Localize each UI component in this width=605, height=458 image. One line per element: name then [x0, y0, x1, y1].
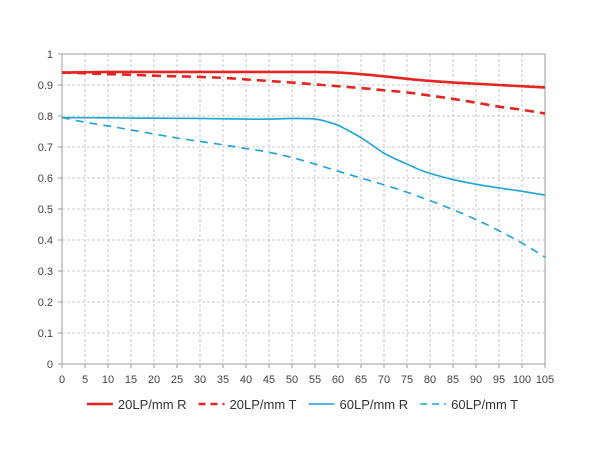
y-tick-label: 0.1 — [38, 328, 53, 340]
x-tick-label: 5 — [82, 374, 88, 386]
x-tick-label: 15 — [125, 374, 137, 386]
y-tick-label: 0.3 — [38, 266, 53, 278]
x-tick-label: 50 — [286, 374, 298, 386]
y-tick-label: 1 — [47, 49, 53, 61]
tick-labels: 0 5 10 15 20 25 30 35 40 45 50 55 60 65 70 75 80 85 90 95 10… — [38, 49, 554, 386]
x-tick-label: 60 — [332, 374, 344, 386]
y-tick-label: 0.7 — [38, 142, 53, 154]
axis-layer — [58, 53, 546, 368]
grid-layer — [62, 54, 545, 364]
x-tick-label: 80 — [424, 374, 436, 386]
series-line-20lp-mm-t — [61, 71, 546, 115]
x-tick-label: 95 — [493, 374, 505, 386]
x-tick-label: 90 — [470, 374, 482, 386]
series-line-60lp-mm-t — [61, 116, 546, 258]
x-tick-label: 35 — [217, 374, 229, 386]
x-tick-label: 100 — [513, 374, 531, 386]
x-tick-label: 75 — [401, 374, 413, 386]
series-line-20lp-mm-r — [61, 70, 546, 89]
legend-label-20lp-mm-t: 20LP/mm T — [230, 397, 297, 412]
legend-label-60lp-mm-r: 60LP/mm R — [340, 397, 409, 412]
series-layer — [61, 70, 546, 258]
x-tick-label: 40 — [240, 374, 252, 386]
x-tick-label: 30 — [194, 374, 206, 386]
x-tick-label: 20 — [148, 374, 160, 386]
x-tick-label: 45 — [263, 374, 275, 386]
x-tick-label: 0 — [59, 374, 65, 386]
y-tick-label: 0.8 — [38, 111, 53, 123]
series-line-60lp-mm-r — [61, 116, 546, 196]
x-tick-label: 55 — [309, 374, 321, 386]
x-tick-label: 25 — [171, 374, 183, 386]
x-tick-label: 85 — [447, 374, 459, 386]
y-tick-label: 0.5 — [38, 204, 53, 216]
legend-label-60lp-mm-t: 60LP/mm T — [451, 397, 518, 412]
y-tick-label: 0.6 — [38, 173, 53, 185]
x-tick-label: 65 — [355, 374, 367, 386]
x-tick-label: 70 — [378, 374, 390, 386]
y-tick-label: 0 — [47, 359, 53, 371]
y-tick-label: 0.4 — [38, 235, 53, 247]
x-tick-label: 105 — [536, 374, 554, 386]
y-tick-label: 0.2 — [38, 297, 53, 309]
legend: 20LP/mm R 20LP/mm T 60LP/mm R 60LP/mm T — [86, 397, 518, 412]
legend-label-20lp-mm-r: 20LP/mm R — [118, 397, 187, 412]
x-tick-label: 10 — [102, 374, 114, 386]
y-tick-label: 0.9 — [38, 80, 53, 92]
